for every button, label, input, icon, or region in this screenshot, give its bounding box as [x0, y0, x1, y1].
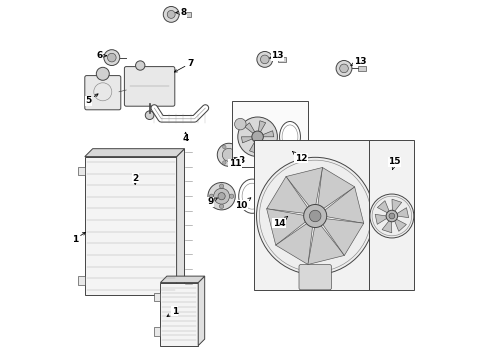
FancyBboxPatch shape [299, 265, 331, 290]
Polygon shape [322, 187, 364, 223]
Text: 5: 5 [85, 94, 98, 105]
Circle shape [220, 204, 224, 208]
Text: 14: 14 [273, 216, 288, 228]
Circle shape [310, 210, 321, 222]
Polygon shape [392, 199, 402, 212]
Circle shape [236, 153, 240, 157]
Circle shape [340, 64, 348, 73]
Polygon shape [396, 208, 409, 218]
Text: 15: 15 [388, 157, 401, 170]
Circle shape [218, 193, 225, 200]
Circle shape [214, 188, 229, 204]
Circle shape [104, 50, 120, 66]
Polygon shape [267, 176, 310, 214]
Circle shape [145, 111, 154, 120]
Circle shape [257, 157, 374, 275]
FancyBboxPatch shape [85, 76, 121, 110]
Bar [232, 101, 308, 167]
Polygon shape [245, 123, 255, 134]
Text: 1: 1 [72, 233, 85, 244]
Bar [369, 140, 414, 290]
Text: 9: 9 [208, 197, 218, 206]
Circle shape [261, 55, 269, 64]
Circle shape [220, 184, 224, 188]
Circle shape [208, 183, 235, 210]
Text: 13: 13 [270, 51, 284, 60]
Circle shape [229, 194, 234, 198]
Polygon shape [160, 276, 205, 283]
Polygon shape [276, 222, 313, 265]
Text: 12: 12 [293, 152, 307, 163]
Polygon shape [242, 137, 253, 143]
Text: 2: 2 [132, 174, 138, 185]
Circle shape [167, 10, 175, 18]
Polygon shape [375, 214, 387, 224]
Polygon shape [249, 141, 257, 153]
Polygon shape [318, 167, 355, 210]
Circle shape [304, 204, 327, 228]
Bar [78, 167, 85, 175]
Polygon shape [308, 223, 344, 265]
Bar [278, 57, 286, 62]
Ellipse shape [239, 179, 266, 213]
Text: 1: 1 [167, 307, 178, 316]
Polygon shape [262, 131, 274, 137]
Text: 3: 3 [234, 156, 245, 165]
Polygon shape [382, 220, 392, 233]
Text: 6: 6 [97, 51, 106, 60]
Circle shape [336, 60, 352, 76]
Polygon shape [198, 276, 205, 346]
Polygon shape [260, 140, 270, 151]
Circle shape [252, 131, 263, 143]
Bar [185, 12, 191, 17]
Polygon shape [176, 149, 185, 295]
Circle shape [209, 194, 214, 198]
Polygon shape [377, 201, 390, 213]
Circle shape [222, 161, 226, 165]
FancyBboxPatch shape [124, 67, 175, 106]
Ellipse shape [280, 122, 300, 152]
Circle shape [238, 117, 277, 157]
Bar [358, 66, 366, 71]
Bar [254, 140, 373, 290]
Polygon shape [258, 121, 266, 132]
Circle shape [163, 6, 179, 22]
Circle shape [370, 194, 414, 238]
Bar [78, 276, 85, 285]
Text: 4: 4 [182, 132, 189, 143]
Polygon shape [321, 218, 364, 256]
Circle shape [222, 148, 235, 161]
Text: 7: 7 [174, 58, 194, 72]
Polygon shape [286, 167, 322, 209]
Text: 13: 13 [351, 57, 367, 66]
Bar [160, 283, 198, 346]
Polygon shape [85, 149, 185, 157]
Circle shape [136, 61, 145, 70]
Circle shape [386, 210, 398, 222]
Text: 8: 8 [175, 8, 187, 17]
Bar [154, 327, 160, 336]
Circle shape [97, 67, 109, 80]
Text: 11: 11 [229, 159, 241, 168]
Text: 10: 10 [235, 198, 251, 210]
Circle shape [235, 118, 246, 130]
Circle shape [257, 51, 273, 67]
Bar [154, 293, 160, 301]
Bar [85, 157, 176, 295]
Circle shape [222, 145, 226, 149]
Circle shape [389, 213, 395, 219]
Polygon shape [267, 209, 308, 245]
Circle shape [217, 143, 240, 166]
Circle shape [107, 53, 116, 62]
Polygon shape [394, 219, 406, 231]
